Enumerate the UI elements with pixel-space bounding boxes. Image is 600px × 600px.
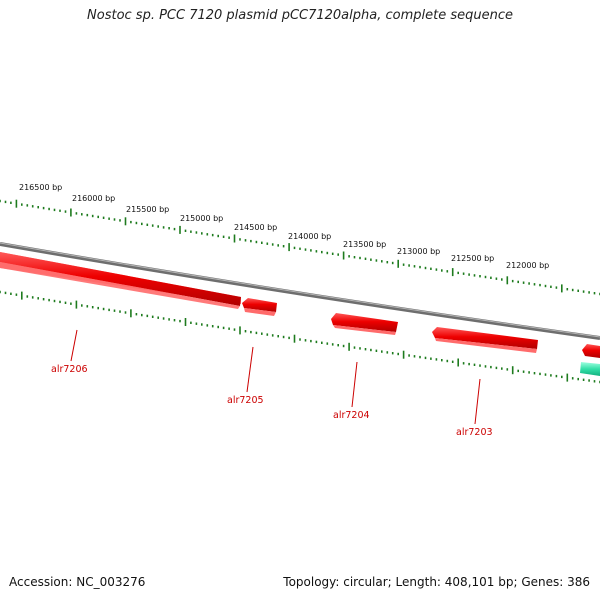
accession-text: Accession: NC_003276 xyxy=(9,575,146,589)
scale-label: 214500 bp xyxy=(234,223,277,232)
gene-alr7206[interactable] xyxy=(0,252,241,309)
gene-alr7205[interactable] xyxy=(242,298,277,316)
sequence-backbone xyxy=(0,242,600,340)
gene-features xyxy=(0,252,600,376)
scale-label: 212500 bp xyxy=(451,254,494,263)
gene-label[interactable]: alr7205 xyxy=(227,395,264,406)
scale-label: 214000 bp xyxy=(288,232,331,241)
inner-scale-ticks xyxy=(0,290,600,384)
scale-label: 212000 bp xyxy=(506,261,549,270)
scale-label: 215500 bp xyxy=(126,205,169,214)
sequence-backbone-highlight xyxy=(0,242,600,338)
gene-partial-red[interactable] xyxy=(582,344,600,358)
scale-label: 215000 bp xyxy=(180,214,223,223)
gene-alr7204[interactable] xyxy=(331,313,398,335)
map-title: Nostoc sp. PCC 7120 plasmid pCC7120alpha… xyxy=(87,8,513,23)
gene-leader-lines xyxy=(70,329,481,425)
gene-label[interactable]: alr7203 xyxy=(456,427,493,438)
gene-label[interactable]: alr7206 xyxy=(51,364,88,375)
gene-alr7203[interactable] xyxy=(432,327,538,353)
scale-label: 216000 bp xyxy=(72,194,115,203)
gene-labels: alr7206 alr7205 alr7204 alr7203 xyxy=(51,364,493,438)
scale-label: 213500 bp xyxy=(343,240,386,249)
summary-text: Topology: circular; Length: 408,101 bp; … xyxy=(283,575,590,589)
scale-labels: 216500 bp 216000 bp 215500 bp 215000 bp … xyxy=(19,183,549,270)
scale-label: 213000 bp xyxy=(397,247,440,256)
gene-partial-green[interactable] xyxy=(580,362,600,376)
outer-scale-ticks xyxy=(0,199,600,296)
gene-label[interactable]: alr7204 xyxy=(333,410,370,421)
scale-label: 216500 bp xyxy=(19,183,62,192)
